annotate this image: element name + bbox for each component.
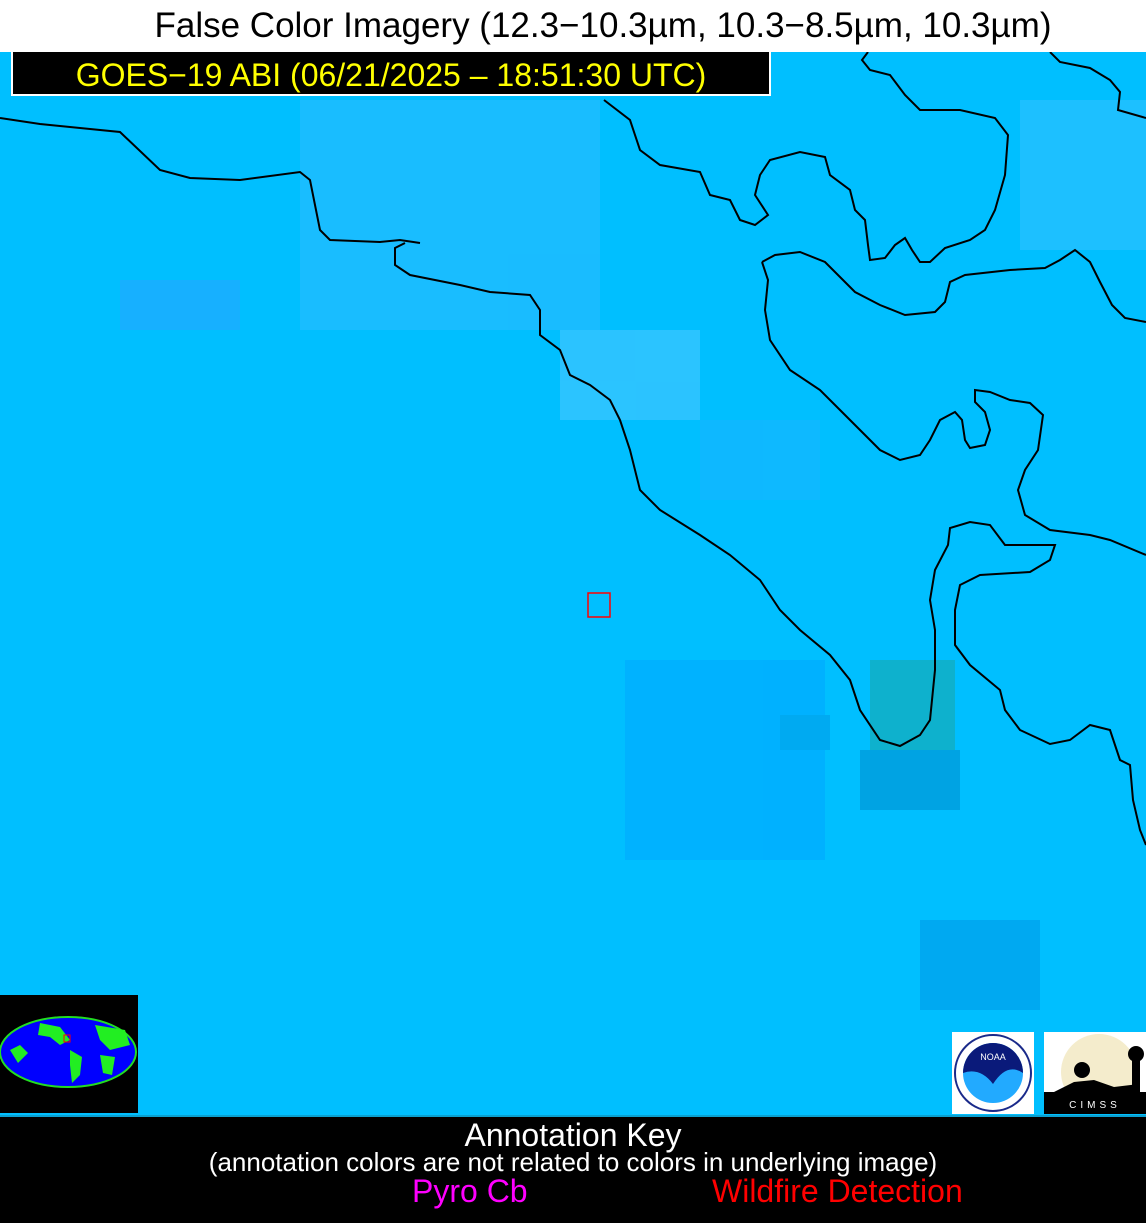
satellite-map <box>0 52 1146 1115</box>
legend-wildfire-detection: Wildfire Detection <box>712 1173 963 1209</box>
legend-pyro-cb: Pyro Cb <box>412 1173 528 1209</box>
noaa-logo: NOAA <box>952 1032 1034 1114</box>
annotation-key: Annotation Key (annotation colors are no… <box>0 1117 1146 1223</box>
title-bar: False Color Imagery (12.3−10.3µm, 10.3−8… <box>0 0 1146 52</box>
svg-text:NOAA: NOAA <box>980 1052 1006 1062</box>
globe-icon <box>0 1016 137 1088</box>
coastlines <box>0 52 1146 846</box>
satellite-timestamp-label: GOES−19 ABI (06/21/2025 – 18:51:30 UTC) <box>11 50 771 96</box>
svg-text:CIMSS: CIMSS <box>1069 1100 1121 1111</box>
map-layer <box>0 52 1146 1010</box>
divider <box>0 1115 1146 1117</box>
cimss-logo: CIMSS <box>1044 1032 1146 1114</box>
annotation-key-note: (annotation colors are not related to co… <box>208 1147 938 1177</box>
pixel-patches <box>120 100 1146 1010</box>
annotation-key-title: Annotation Key <box>464 1117 682 1153</box>
wildfire-detection-box[interactable] <box>587 592 611 618</box>
globe-locator-inset <box>0 995 138 1113</box>
image-title: False Color Imagery (12.3−10.3µm, 10.3−8… <box>154 6 1052 45</box>
